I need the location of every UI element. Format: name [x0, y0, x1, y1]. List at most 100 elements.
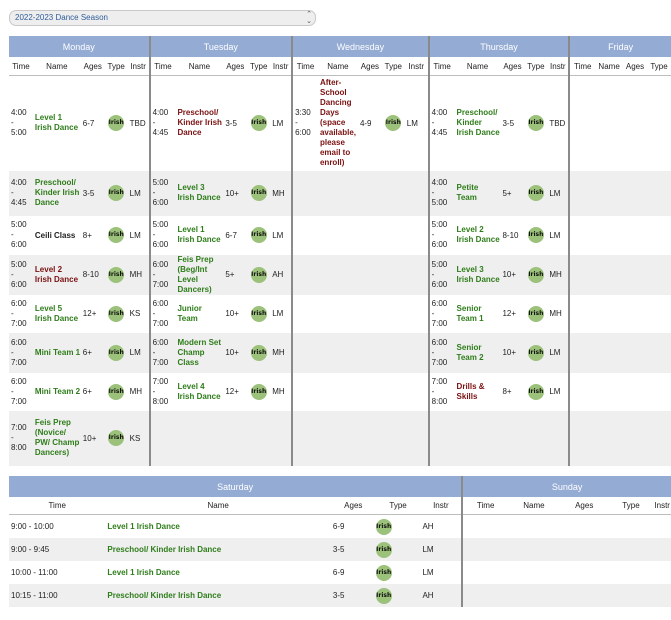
table-row: 5:00-6:00 Level 2 Irish Dance 8-10 Irish MH 6…	[9, 254, 671, 295]
empty-cell	[317, 410, 358, 466]
empty-cell	[404, 410, 429, 466]
class-name-link[interactable]: Preschool/ Kinder Irish Dance	[34, 178, 80, 207]
empty-cell	[270, 410, 293, 466]
column-header-type: Type	[104, 57, 128, 76]
class-name-link[interactable]: Preschool/ Kinder Irish Dance	[107, 590, 222, 600]
class-name-link[interactable]: Feis Prep (Beg/Int Level Dancers)	[177, 254, 214, 294]
class-instructor: AH	[420, 584, 463, 607]
table-row: 6:00-7:00 Mini Team 1 6+ Irish LM 6:00-7:00 Mo…	[9, 332, 671, 373]
class-time: 4:00-4:45	[427, 75, 455, 171]
empty-cell	[653, 538, 671, 561]
class-instructor: MH	[127, 254, 150, 295]
class-name: Senior Team 1	[455, 295, 501, 333]
class-name-link[interactable]: Senior Team 2	[456, 342, 484, 362]
class-time: 5:00-6:00	[148, 215, 176, 255]
class-name-link[interactable]: Level 3 Irish Dance	[456, 264, 500, 284]
empty-cell	[595, 410, 624, 466]
empty-cell	[461, 514, 509, 538]
irish-badge-icon: Irish	[250, 344, 267, 361]
class-name-link[interactable]: Preschool/ Kinder Irish Dance	[456, 108, 500, 138]
class-type: Irish	[105, 373, 128, 411]
empty-cell	[646, 410, 671, 466]
empty-cell	[560, 515, 609, 539]
column-header-time: Time	[568, 57, 596, 76]
class-type: Irish	[524, 170, 548, 216]
day-header-sunday: Sunday	[461, 476, 671, 497]
class-name-link[interactable]: Modern Set Champ Class	[177, 337, 222, 367]
empty-cell	[623, 373, 647, 411]
season-select[interactable]: 2022-2023 Dance Season ⌃ ⌄	[9, 10, 316, 26]
column-header-ages: Ages	[500, 57, 525, 76]
class-time: 7:00-8:00	[9, 410, 33, 466]
class-name-link[interactable]: Mini Team 1	[34, 347, 81, 357]
class-name-link[interactable]: Level 1 Irish Dance	[107, 567, 180, 577]
class-name-link[interactable]: Senior Team 1	[456, 303, 484, 323]
class-type: Irish	[375, 584, 421, 607]
class-name: Junior Team	[175, 295, 223, 333]
class-time: 6:00-7:00	[9, 332, 33, 373]
class-ages: 3-5	[330, 584, 376, 607]
class-name-link[interactable]: After-School Dancing Days (space availab…	[319, 78, 357, 168]
class-name-link[interactable]: Drills & Skills	[456, 381, 485, 401]
class-name-link[interactable]: Junior Team	[177, 303, 202, 323]
empty-cell	[461, 538, 509, 561]
class-name: Preschool/ Kinder Irish Dance	[455, 76, 501, 171]
empty-cell	[623, 170, 647, 216]
empty-cell	[623, 295, 647, 333]
irish-badge-icon: Irish	[108, 430, 125, 446]
empty-cell	[595, 295, 623, 333]
empty-cell	[357, 170, 382, 216]
class-time: 5:00-6:00	[11, 220, 27, 249]
class-instructor: LM	[422, 568, 434, 577]
class-name-link[interactable]: Level 4 Irish Dance	[177, 381, 221, 401]
irish-badge-icon: Irish	[250, 305, 267, 322]
irish-badge-icon: Irish	[527, 115, 544, 132]
class-type: Irish	[524, 216, 547, 255]
irish-badge-icon: Irish	[108, 344, 125, 361]
empty-cell	[508, 515, 560, 539]
empty-cell	[358, 373, 382, 411]
irish-badge-icon: Irish	[375, 541, 392, 558]
empty-cell	[568, 294, 596, 333]
empty-cell	[291, 254, 318, 295]
class-name-link[interactable]: Level 1 Irish Dance	[177, 225, 221, 244]
column-header-instr: Instr	[127, 57, 150, 76]
table-row: 10:00 - 11:00 Level 1 Irish Dance 6-9 Irish…	[9, 561, 671, 584]
empty-cell	[291, 215, 318, 255]
class-name-link[interactable]: Level 1 Irish Dance	[107, 521, 180, 531]
class-name-link[interactable]: Feis Prep (Novice/ PW/ Champ Dancers)	[34, 418, 80, 457]
class-name-link[interactable]: Level 5 Irish Dance	[34, 303, 79, 323]
empty-cell	[647, 216, 671, 255]
column-header-time: Time	[148, 57, 176, 76]
class-name-link[interactable]: Level 3 Irish Dance	[177, 183, 221, 202]
class-name-link[interactable]: Petite Team	[456, 183, 479, 202]
class-time: 4:00-4:45	[148, 75, 176, 171]
class-name-link[interactable]: Mini Team 2	[34, 386, 81, 396]
weekend-table: Saturday Sunday Time Name Ages Type Instr Tim…	[9, 476, 671, 607]
class-type: Irish	[382, 76, 405, 171]
class-time: 6:00-7:00	[427, 294, 455, 333]
class-instructor: AH	[270, 254, 293, 295]
class-name-link[interactable]: Preschool/ Kinder Irish Dance	[107, 544, 222, 554]
class-instructor: LM	[406, 118, 418, 128]
class-name: Petite Team	[454, 170, 501, 216]
irish-badge-icon: Irish	[108, 305, 125, 322]
day-header-tuesday: Tuesday	[148, 36, 293, 57]
class-name-link[interactable]: Level 2 Irish Dance	[34, 264, 79, 284]
class-name-link[interactable]: Level 2 Irish Dance	[456, 225, 500, 244]
class-name-link[interactable]: Level 1 Irish Dance	[34, 113, 79, 133]
class-name-link[interactable]: Preschool/ Kinder Irish Dance	[177, 108, 222, 138]
class-instructor: LM	[129, 230, 141, 240]
empty-cell	[381, 254, 405, 295]
class-name: Level 2 Irish Dance	[455, 216, 501, 255]
table-row: 6:00-7:00 Mini Team 2 6+ Irish MH 7:00-8:00 Le…	[9, 372, 671, 411]
empty-cell	[595, 170, 624, 216]
column-header-instr: Instr	[270, 57, 293, 76]
class-name-link[interactable]: Ceili Class	[34, 230, 76, 240]
empty-cell	[223, 410, 248, 466]
empty-cell	[357, 332, 382, 373]
table-row: 4:00-5:00 Level 1 Irish Dance 6-7 Irish TBD 4…	[9, 75, 671, 171]
class-instructor: LM	[127, 170, 150, 216]
empty-cell	[646, 332, 671, 373]
class-ages: 3-5	[330, 538, 376, 561]
